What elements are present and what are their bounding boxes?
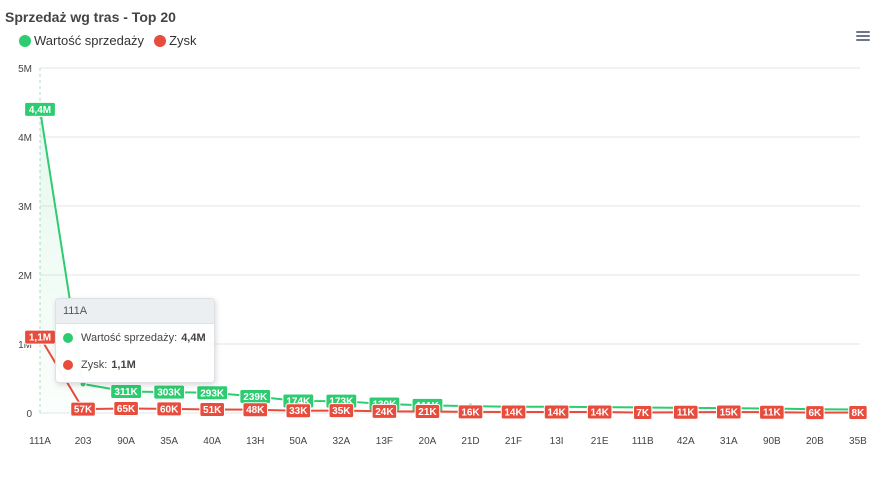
x-tick-label: 21E — [591, 436, 609, 447]
legend-label-profit: Zysk — [169, 33, 197, 48]
x-tick-label: 32A — [332, 436, 350, 447]
y-tick-label: 0 — [26, 409, 32, 420]
sales-data-label: 293K — [200, 388, 225, 399]
legend-item-sales[interactable]: Wartość sprzedaży — [19, 33, 144, 48]
profit-data-label: 14K — [504, 408, 523, 419]
sales-data-label: 174K — [286, 396, 311, 407]
x-tick-label: 203 — [75, 436, 92, 447]
profit-data-label-bg — [633, 405, 653, 421]
tooltip-marker-sales — [63, 332, 73, 343]
x-tick-label: 13H — [246, 436, 264, 447]
tooltip-value-profit: 1,1M — [111, 358, 136, 371]
profit-data-label: 14K — [590, 408, 609, 419]
profit-data-label-bg — [113, 401, 139, 417]
y-tick-label: 1M — [18, 340, 32, 351]
sales-data-label: 303K — [157, 388, 182, 399]
profit-data-label: 60K — [160, 404, 179, 415]
profit-data-label-bg — [848, 404, 868, 420]
y-tick-label: 5M — [18, 64, 32, 75]
profit-data-label-bg — [199, 401, 225, 417]
tooltip-row-sales: Wartość sprzedaży: 4,4M — [56, 324, 214, 351]
profit-data-label: 1,1M — [29, 333, 51, 344]
profit-data-label-bg — [586, 404, 613, 420]
sales-data-label-bg — [196, 385, 229, 401]
x-tick-label: 90B — [763, 436, 781, 447]
chart-legend: Wartość sprzedaży Zysk — [19, 33, 197, 48]
profit-data-label: 15K — [720, 407, 739, 418]
profit-data-label-bg — [156, 401, 182, 417]
profit-data-label-bg — [70, 401, 96, 417]
profit-data-label-bg — [457, 404, 484, 420]
x-tick-label: 50A — [289, 436, 307, 447]
profit-data-label-bg — [328, 403, 355, 419]
x-tick-label: 31A — [720, 436, 738, 447]
profit-data-label: 35K — [332, 406, 351, 417]
x-tick-label: 21F — [505, 436, 522, 447]
profit-data-label-bg — [500, 404, 527, 420]
profit-data-label: 16K — [461, 407, 480, 418]
profit-data-label: 7K — [636, 408, 650, 419]
sales-data-label: 4,4M — [29, 105, 51, 116]
x-tick-label: 42A — [677, 436, 695, 447]
x-tick-label: 35B — [849, 436, 867, 447]
profit-data-label: 6K — [809, 408, 823, 419]
y-tick-label: 4M — [18, 133, 32, 144]
profit-data-label-bg — [371, 403, 398, 419]
tooltip-category: 111A — [56, 299, 214, 324]
profit-data-label: 51K — [203, 405, 222, 416]
tooltip-row-profit: Zysk: 1,1M — [56, 351, 214, 378]
x-tick-label: 35A — [160, 436, 178, 447]
y-tick-label: 2M — [18, 271, 32, 282]
sales-data-label: 311K — [114, 387, 138, 398]
profit-data-label-bg — [716, 404, 742, 420]
tooltip-marker-profit — [63, 359, 73, 370]
profit-data-label-bg — [242, 402, 269, 418]
profit-data-label: 48K — [246, 405, 265, 416]
legend-marker-profit — [154, 34, 167, 47]
sales-data-label-bg — [110, 384, 142, 400]
x-tick-label: 90A — [117, 436, 135, 447]
tooltip-label-profit: Zysk: — [81, 358, 108, 371]
legend-label-sales: Wartość sprzedaży — [34, 33, 145, 48]
profit-data-label: 8K — [852, 408, 866, 419]
profit-data-label-bg — [414, 404, 441, 420]
profit-data-label-bg — [285, 403, 312, 419]
profit-data-label: 14K — [547, 408, 566, 419]
profit-data-label-bg — [805, 405, 825, 421]
chart-title: Sprzedaż wg tras - Top 20 — [5, 9, 176, 25]
profit-data-label: 24K — [375, 407, 394, 418]
profit-data-label: 21K — [418, 407, 437, 418]
x-tick-label: 21D — [461, 436, 479, 447]
chart-tooltip: 111A Wartość sprzedaży: 4,4M Zysk: 1,1M — [55, 298, 215, 383]
profit-data-label-bg — [672, 404, 699, 420]
sales-data-label: 173K — [329, 397, 354, 408]
profit-data-label: 11K — [677, 408, 696, 419]
sales-data-label-bg — [24, 101, 56, 117]
x-tick-label: 20B — [806, 436, 824, 447]
tooltip-label-sales: Wartość sprzedaży: — [81, 331, 178, 344]
x-tick-label: 111A — [29, 436, 51, 447]
hamburger-menu-icon[interactable] — [856, 31, 870, 43]
x-tick-label: 20A — [419, 436, 437, 447]
legend-marker-sales — [19, 34, 31, 47]
profit-data-label-bg — [759, 404, 785, 420]
x-tick-label: 111B — [632, 436, 654, 447]
profit-data-label: 57K — [74, 405, 93, 416]
y-tick-label: 3M — [18, 202, 32, 213]
sales-data-label-bg — [153, 384, 186, 400]
tooltip-value-sales: 4,4M — [181, 331, 206, 344]
x-tick-label: 13F — [376, 436, 393, 447]
legend-item-profit[interactable]: Zysk — [154, 33, 197, 48]
profit-data-label: 11K — [763, 408, 782, 419]
x-tick-label: 40A — [203, 436, 221, 447]
profit-data-label: 33K — [289, 406, 308, 417]
profit-data-label: 65K — [117, 404, 136, 415]
x-tick-label: 13I — [550, 436, 564, 447]
profit-data-label-bg — [543, 404, 570, 420]
sales-data-label: 239K — [243, 392, 268, 403]
